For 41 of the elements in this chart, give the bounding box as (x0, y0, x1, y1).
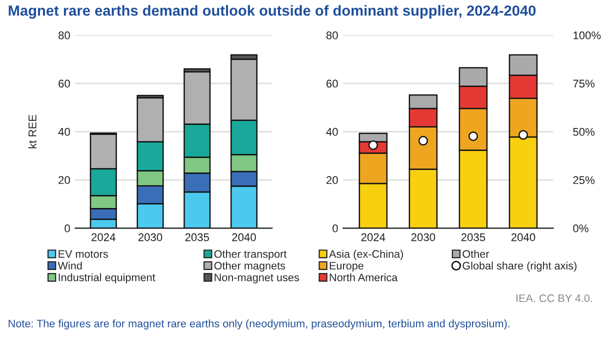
y2-tick-label: 75% (573, 80, 595, 88)
x-tick-label: 2030 (411, 233, 436, 242)
chart-title: Magnet rare earths demand outlook outside of dominant supplier, 2024-2040 (8, 5, 536, 19)
point (468, 131, 478, 142)
legend-label: Other (462, 250, 490, 258)
legend-label: Industrial equipment (58, 273, 156, 284)
y-tick-label: 40 (58, 128, 70, 136)
y-tick-label: 60 (326, 80, 338, 88)
legend-label: EV motors (58, 250, 108, 258)
y-tick-label: 80 (326, 31, 338, 40)
x-tick-label: 2035 (461, 233, 486, 242)
y2-tick-label: 100% (574, 31, 601, 40)
y2-tick-label: 25% (573, 176, 595, 184)
y-tick-label: 60 (58, 80, 70, 88)
y-tick-label: 0 (332, 224, 338, 232)
legend-label: Other magnets (214, 262, 286, 272)
x-tick-label: 2040 (232, 233, 256, 242)
x-tick-label: 2035 (185, 233, 210, 242)
x-tick-label: 2030 (138, 233, 162, 242)
y-tick-label: 80 (58, 31, 70, 40)
x-tick-label: 2024 (361, 233, 386, 242)
x-tick-label: 2024 (92, 233, 116, 242)
y-tick-label: 20 (58, 176, 70, 184)
legend-label: North America (330, 273, 398, 282)
legend-label: Other transport (214, 250, 287, 260)
text: Note: The figures are for magnet rare earths only (neodymium, praseodymium, terbium and dysprosium). (8, 319, 510, 330)
point (418, 136, 428, 146)
y-tick-label: 40 (326, 128, 338, 136)
text: IEA. CC BY 4.0. (516, 294, 592, 302)
y2-tick-label: 0% (573, 224, 588, 232)
legend-label: Wind (58, 262, 82, 270)
point (518, 130, 528, 140)
y-tick-label: 0 (64, 224, 70, 232)
legend-label: Europe (330, 262, 364, 272)
legend-label: Non-magnet uses (214, 274, 299, 284)
legend-label: Global share (right axis) (462, 262, 576, 272)
y-tick-label: 20 (326, 176, 338, 184)
y-axis-title: kt REE (28, 114, 36, 148)
legend-label: Asia (ex-China) (329, 250, 403, 260)
x-tick-label: 2040 (511, 233, 536, 242)
y2-tick-label: 50% (573, 128, 595, 136)
